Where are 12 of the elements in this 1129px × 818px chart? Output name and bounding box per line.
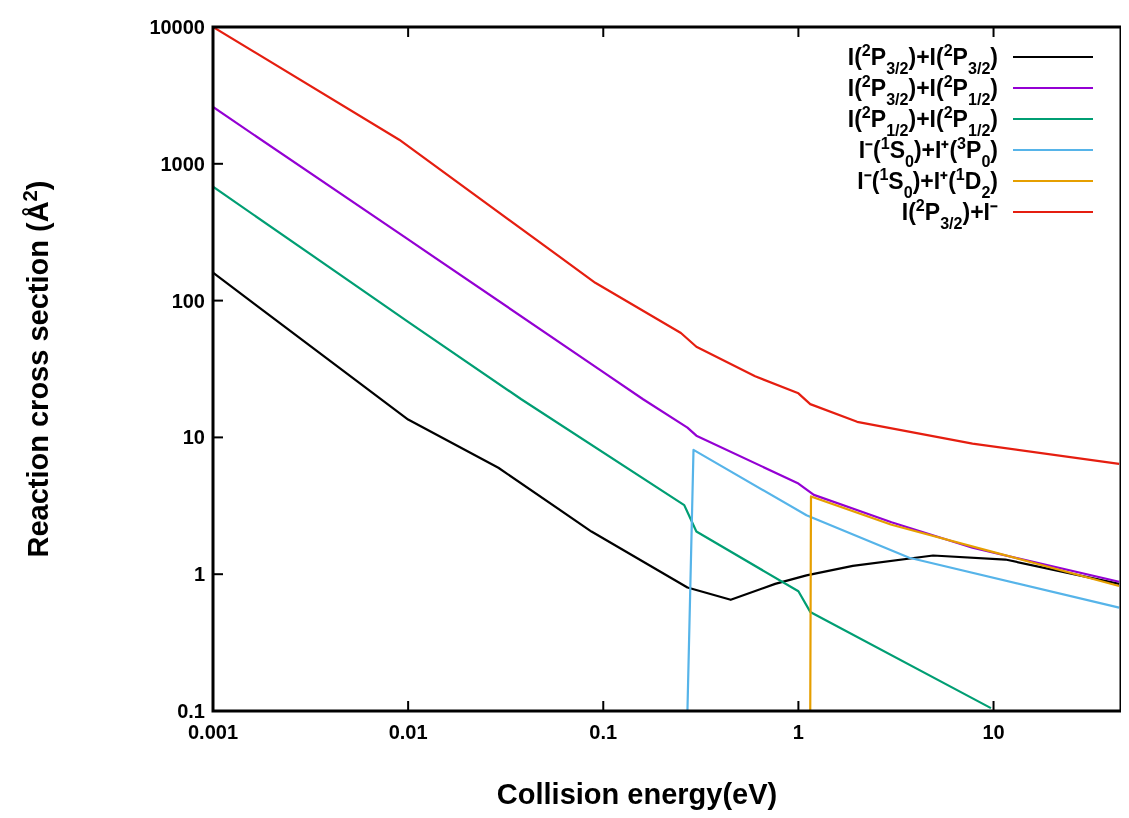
y-tick-label: 1000 — [160, 152, 205, 175]
y-tick-label: 100 — [171, 289, 205, 312]
x-axis-title: Collision energy(eV) — [496, 778, 778, 810]
x-tick-label: 0.01 — [388, 721, 428, 743]
y-tick-label: 10000 — [149, 16, 205, 38]
x-tick-label: 0.1 — [589, 721, 618, 743]
x-tick-label: 1 — [792, 721, 804, 743]
x-tick-label: 10 — [982, 721, 1005, 743]
y-tick-label: 10 — [182, 426, 205, 449]
y-tick-label: 0.1 — [177, 700, 205, 722]
y-tick-label: 1 — [193, 563, 205, 586]
x-tick-label: 0.001 — [187, 721, 239, 743]
